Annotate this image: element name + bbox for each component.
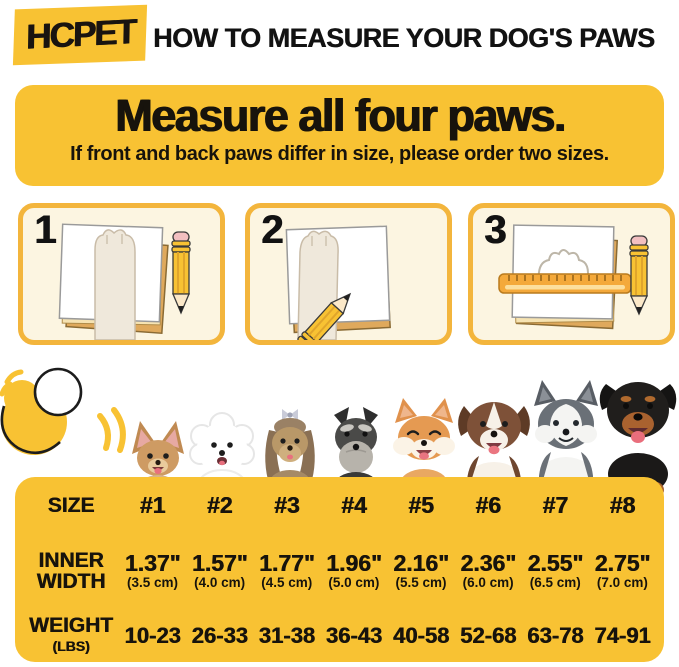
weight-value: 52-68 [460, 622, 517, 648]
weight-row-label: WEIGHT (LBS) [29, 613, 113, 654]
weight-value: 31-38 [258, 622, 315, 648]
inner-width-value: 1.57" (4.0 cm) [191, 550, 248, 590]
size-value: #2 [206, 491, 233, 518]
brand-logo-text: HCPET [25, 12, 135, 57]
step-2-number: 2 [261, 208, 284, 252]
step-panel-2: 2 [245, 203, 452, 345]
size-value: #6 [475, 491, 501, 518]
weight-value: 36-43 [325, 622, 383, 648]
measure-banner: Measure all four paws. If front and back… [15, 85, 664, 186]
pencil-icon [297, 292, 352, 340]
pencil-icon [171, 231, 191, 315]
inner-width-value: 1.77" (4.5 cm) [258, 550, 315, 590]
pencil-icon [629, 235, 649, 316]
weight-value: 40-58 [392, 622, 450, 648]
trace-paw-with-pencil-illustration [285, 225, 391, 340]
paw-doodle-icon [0, 367, 126, 455]
size-chart: SIZE #1 #2 #3 #4 #5 #6 #7 #8 INNER WIDTH… [15, 477, 664, 662]
dog-chihuahua-icon [132, 421, 184, 494]
inner-width-value: 2.75" (7.0 cm) [594, 550, 651, 590]
size-value: #5 [408, 491, 434, 518]
dog-husky-icon [534, 380, 598, 494]
size-row-label: SIZE [47, 493, 95, 517]
inner-width-value: 1.37" (3.5 cm) [124, 550, 181, 590]
banner-subheading: If front and back paws differ in size, p… [70, 143, 609, 165]
size-value: #1 [139, 491, 166, 518]
ruler-icon [498, 273, 632, 294]
inner-width-value: 1.96" (5.0 cm) [326, 550, 382, 590]
inner-width-row-label: INNER WIDTH [36, 549, 106, 593]
size-value: #3 [274, 491, 300, 518]
measure-paw-outline-with-ruler-illustration [498, 224, 649, 330]
weight-value: 10-23 [124, 622, 181, 648]
weight-value: 63-78 [527, 622, 584, 648]
weight-value: 26-33 [191, 622, 248, 648]
size-value: #4 [341, 491, 367, 518]
page-title: HOW TO MEASURE YOUR DOG'S PAWS [153, 23, 655, 53]
inner-width-value: 2.16" (5.5 cm) [393, 550, 449, 590]
paw-pressed-on-paper-illustration [58, 223, 191, 340]
dog-rottweiler-icon [599, 382, 677, 494]
step-panel-3: 3 [468, 203, 675, 345]
dog-yorkshire-terrier-icon [265, 409, 315, 494]
step-panel-1: 1 [18, 203, 225, 345]
banner-heading: Measure all four paws. [114, 90, 566, 141]
size-value: #7 [542, 491, 569, 518]
inner-width-value: 2.36" (6.0 cm) [460, 550, 517, 590]
brand-logo: HCPET [12, 4, 148, 66]
step-3-number: 3 [484, 208, 507, 252]
size-value: #8 [609, 491, 636, 518]
step-1-number: 1 [34, 208, 57, 252]
weight-value: 74-91 [594, 622, 651, 648]
inner-width-value: 2.55" (6.5 cm) [527, 550, 584, 590]
